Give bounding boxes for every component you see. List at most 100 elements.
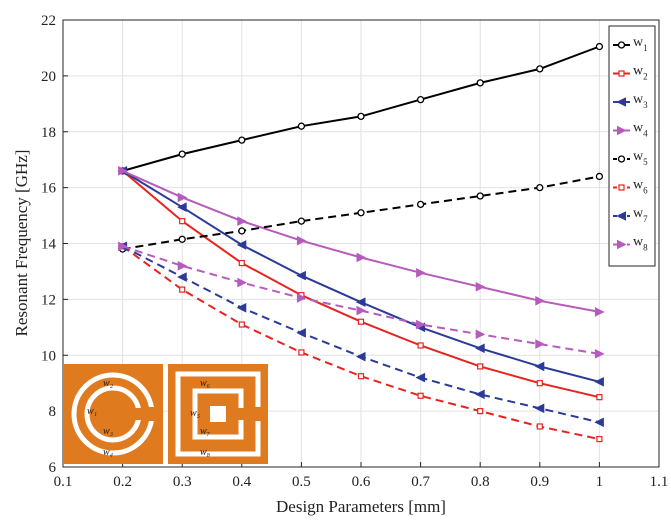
data-point	[536, 183, 544, 192]
data-point	[416, 319, 426, 330]
data-point	[237, 277, 247, 288]
inset-label-w4: w₄	[103, 447, 114, 458]
inset-label-w2: w₂	[103, 378, 114, 389]
data-point	[357, 318, 365, 325]
data-point	[417, 342, 424, 349]
data-point	[594, 376, 604, 387]
series-w8	[118, 241, 605, 359]
data-point	[536, 65, 544, 73]
x-tick-label: 0.8	[471, 474, 490, 490]
data-point	[178, 235, 186, 243]
data-point	[296, 235, 307, 246]
inset-square-resonator: w₆ w₅ w₇ w₈	[168, 364, 268, 464]
y-axis-label: Resonant Frequency [GHz]	[12, 150, 31, 337]
data-point	[298, 349, 305, 356]
data-point	[297, 122, 306, 130]
data-point	[177, 202, 187, 212]
data-point	[236, 302, 247, 313]
data-point	[596, 394, 603, 401]
legend-label-subscript: 8	[643, 243, 648, 253]
data-point	[534, 361, 545, 372]
data-point	[296, 328, 306, 338]
x-tick-label: 0.4	[232, 474, 251, 490]
inset-label-w5: w₅	[190, 408, 201, 419]
data-point	[535, 295, 545, 306]
data-point	[177, 192, 188, 203]
y-tick-label: 22	[41, 13, 56, 29]
data-point	[416, 95, 425, 104]
data-point	[595, 172, 604, 181]
data-point	[416, 268, 426, 278]
data-point	[475, 389, 485, 400]
data-point	[536, 423, 543, 430]
data-point	[536, 380, 543, 387]
data-point	[357, 209, 365, 217]
legend-label-subscript: 4	[643, 129, 648, 139]
data-point	[238, 227, 246, 235]
x-tick-label: 0.5	[292, 474, 311, 490]
x-axis-label: Design Parameters [mm]	[276, 497, 446, 516]
data-point	[476, 192, 484, 200]
data-point	[178, 150, 186, 158]
series-w4	[118, 166, 605, 317]
legend-marker	[617, 239, 627, 250]
y-tick-label: 12	[41, 292, 56, 308]
data-point	[118, 166, 128, 176]
x-tick-label: 0.3	[173, 474, 192, 490]
data-point	[595, 42, 604, 51]
inset-label-w8: w₈	[200, 447, 211, 458]
series-w1	[118, 42, 604, 175]
data-point	[238, 136, 246, 144]
data-point	[535, 339, 545, 349]
data-point	[177, 272, 187, 282]
legend-box	[608, 25, 656, 267]
series-w2	[119, 167, 603, 401]
y-tick-label: 14	[41, 237, 57, 253]
data-point	[596, 435, 603, 443]
legend-label-subscript: 2	[643, 72, 648, 82]
data-point	[357, 112, 365, 121]
data-point	[355, 351, 366, 362]
x-tick-label: 0.6	[352, 474, 371, 490]
legend-marker	[618, 70, 625, 77]
x-tick-label: 0.7	[411, 474, 430, 490]
legend-marker	[616, 211, 626, 221]
data-point	[415, 372, 426, 383]
inset-circular-resonator: w₂ w₁ w₃ w₄	[63, 364, 163, 464]
legend-marker	[617, 155, 626, 163]
data-point	[238, 321, 245, 328]
data-point	[476, 79, 484, 87]
inset-label-w6: w₆	[200, 378, 211, 389]
y-tick-label: 10	[41, 348, 56, 364]
data-point	[297, 217, 306, 225]
inner-square-gap	[236, 408, 248, 420]
series-layer	[117, 42, 605, 443]
outer-square-gap	[253, 407, 268, 421]
data-point	[296, 293, 307, 303]
inner-ring-gap	[134, 408, 148, 420]
data-point	[355, 297, 366, 307]
data-point	[594, 417, 604, 428]
plot-frame	[62, 19, 660, 468]
legend-marker	[617, 125, 627, 136]
y-tick-label: 16	[41, 181, 57, 197]
inset-label-w1: w₁	[87, 406, 97, 417]
data-point	[236, 240, 247, 250]
data-point	[356, 305, 367, 316]
data-point	[177, 261, 188, 271]
data-point	[237, 216, 247, 226]
center-square	[210, 406, 226, 422]
x-tick-label: 0.9	[530, 474, 549, 490]
inset-label-w3: w₃	[103, 426, 114, 437]
data-point	[475, 281, 486, 292]
y-tick-label: 6	[49, 460, 57, 476]
y-tick-label: 8	[49, 404, 57, 420]
data-point	[238, 259, 245, 267]
data-point	[594, 349, 605, 359]
legend-label-subscript: 3	[643, 100, 648, 110]
series-line	[122, 245, 600, 441]
data-point	[416, 200, 425, 209]
data-point	[356, 252, 367, 263]
series-w7	[117, 241, 604, 428]
